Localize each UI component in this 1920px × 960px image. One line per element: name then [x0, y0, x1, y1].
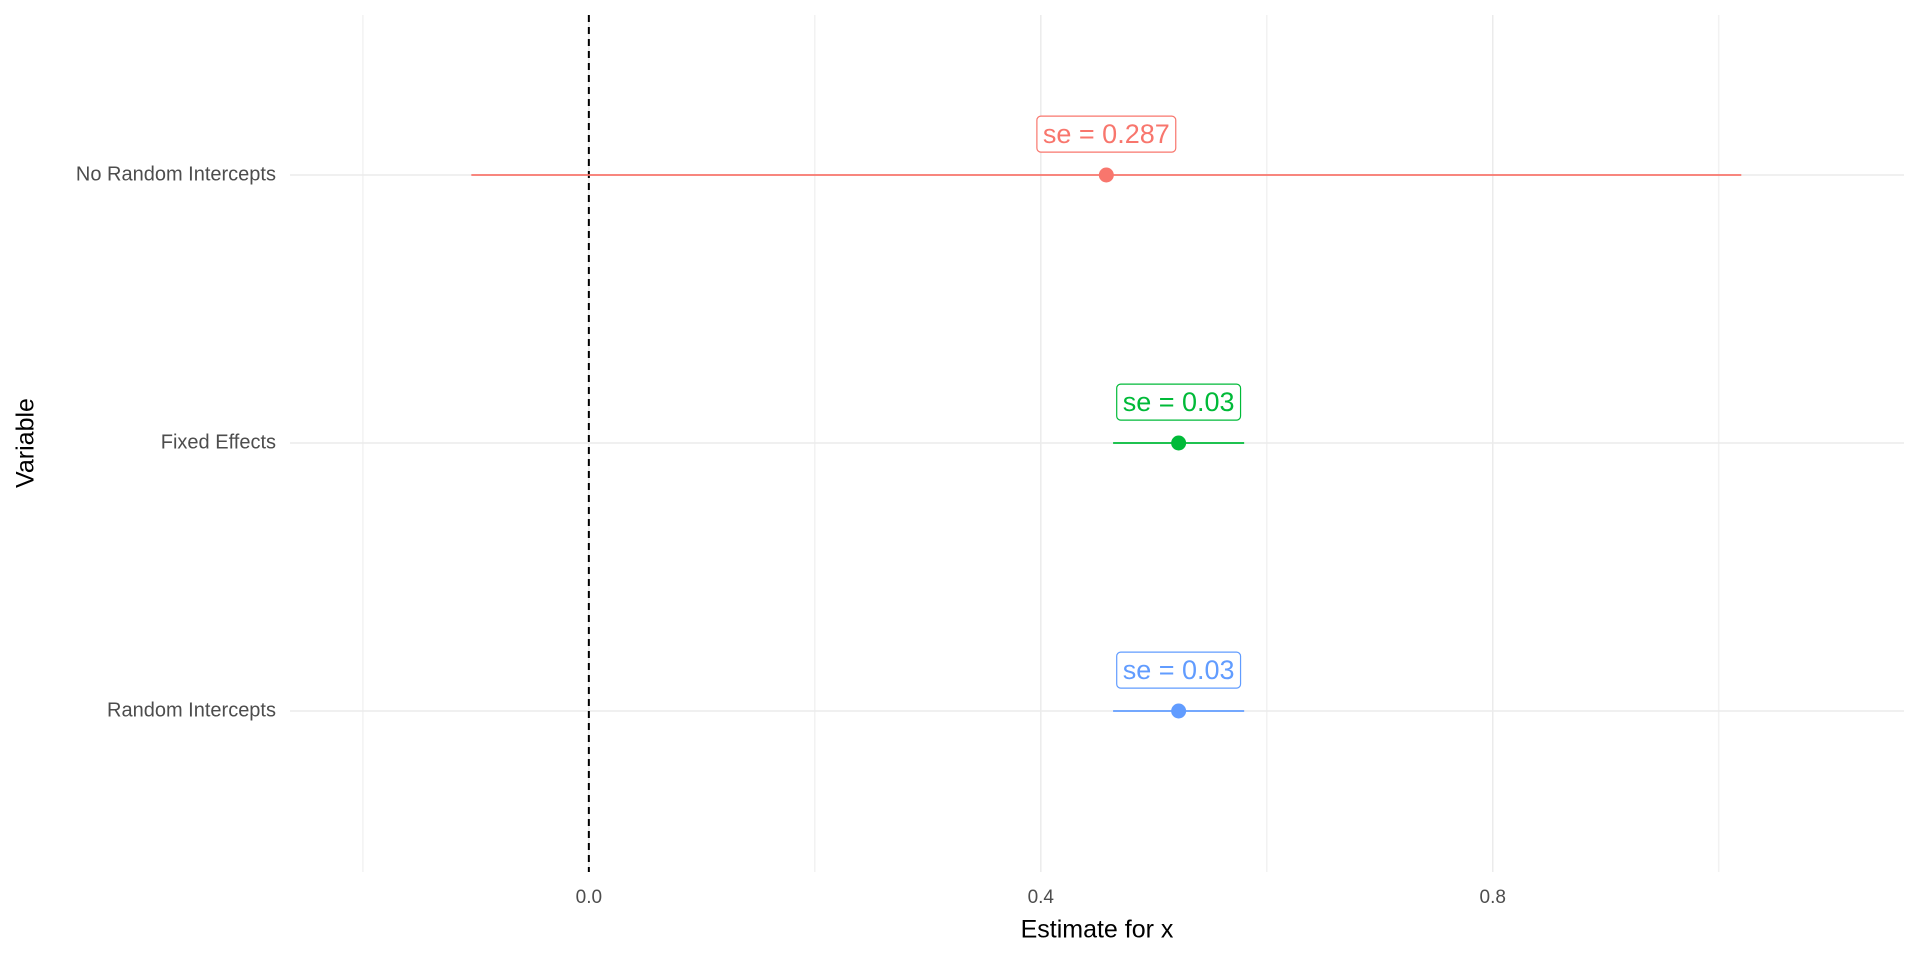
y-tick-label: Fixed Effects	[161, 431, 276, 453]
x-tick-label: 0.4	[1028, 887, 1055, 908]
x-tick-label: 0.0	[576, 887, 602, 908]
label-box	[1036, 115, 1177, 153]
x-axis-title: Estimate for x	[1021, 916, 1174, 944]
label-box	[1116, 651, 1242, 689]
label-box	[1116, 383, 1242, 421]
y-tick-label: Random Intercepts	[107, 699, 276, 721]
se-label: se = 0.03	[1123, 655, 1235, 685]
x-tick-label: 0.8	[1480, 887, 1506, 908]
y-tick-label: No Random Intercepts	[76, 163, 276, 185]
point	[1171, 703, 1187, 719]
y-axis-title: Variable	[12, 398, 40, 488]
se-label: se = 0.287	[1043, 119, 1170, 149]
point	[1098, 167, 1114, 183]
se-label: se = 0.03	[1123, 387, 1235, 417]
point	[1171, 435, 1187, 451]
